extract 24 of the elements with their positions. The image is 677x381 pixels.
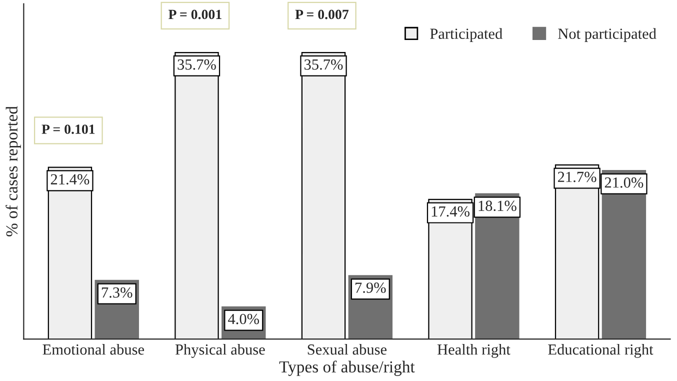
y-axis-title: % of cases reported: [6, 106, 21, 236]
data-label: 21.0%: [604, 177, 644, 188]
data-label: 17.4%: [432, 206, 470, 217]
bar: [174, 52, 219, 340]
data-label: 18.1%: [478, 200, 516, 212]
x-tick-label: Sexual abuse: [308, 344, 387, 355]
data-label: 21.4%: [50, 174, 90, 185]
annotation: P = 0.101: [42, 124, 95, 134]
data-label: 4.0%: [228, 314, 260, 324]
x-tick-label: Emotional abuse: [42, 344, 144, 355]
text: P = 0.001: [168, 10, 222, 20]
text: P = 0.007: [295, 10, 349, 20]
data-label: 35.7%: [304, 59, 343, 70]
x-tick-label: Health right: [437, 344, 510, 358]
x-tick-label: Physical abuse: [175, 344, 265, 358]
legend-label: Participated: [430, 28, 502, 42]
data-label: 21.7%: [558, 172, 596, 182]
legend-label: Not participated: [558, 28, 656, 42]
data-label: 35.7%: [178, 59, 216, 70]
bar: [301, 52, 346, 340]
data-label: 7.3%: [102, 287, 132, 298]
x-tick-label: Educational right: [548, 344, 654, 358]
data-label: 7.9%: [356, 282, 386, 293]
x-axis-title: Types of abuse/right: [279, 360, 415, 376]
